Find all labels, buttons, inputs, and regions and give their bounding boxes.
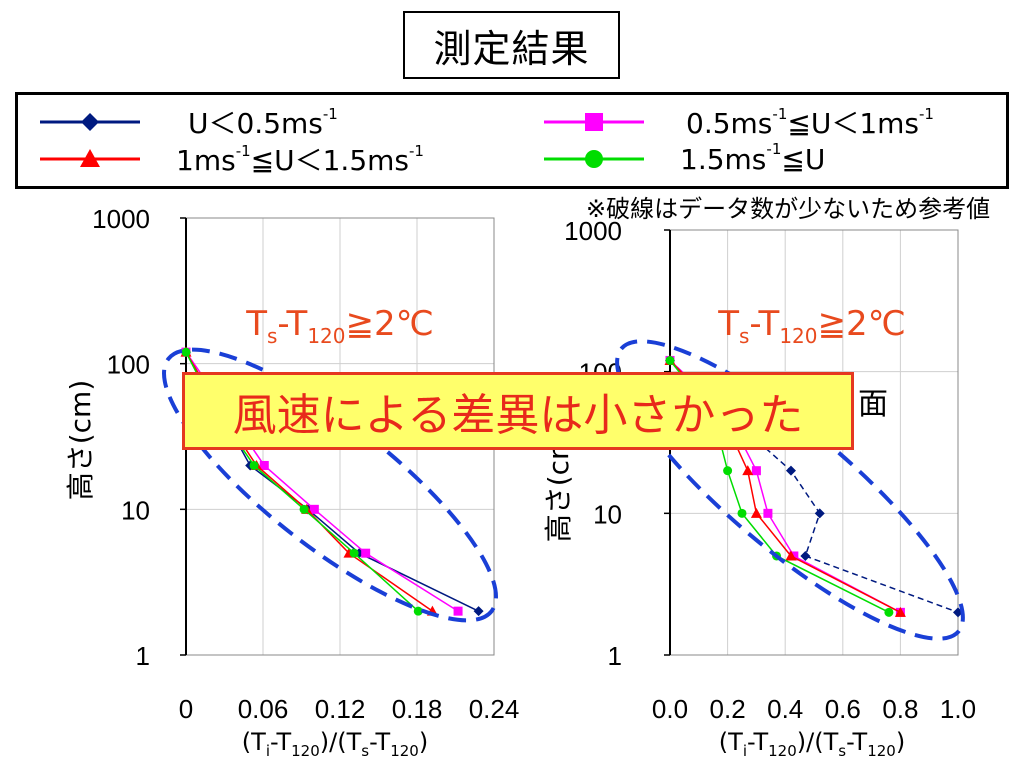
data-point bbox=[473, 606, 484, 617]
highlight-ellipse bbox=[615, 339, 965, 641]
y-tick-label: 100 bbox=[107, 350, 150, 380]
data-point bbox=[814, 508, 825, 519]
y-tick-label: 1000 bbox=[92, 204, 150, 234]
right-chart: 10001001010.00.20.40.60.81.0Ts-T120≧2℃面高… bbox=[542, 216, 976, 760]
data-point bbox=[665, 355, 675, 365]
page-title: 測定結果 bbox=[403, 11, 620, 79]
x-tick-label: 0.2 bbox=[710, 694, 746, 724]
y-tick-label: 1 bbox=[608, 641, 622, 671]
y-tick-label: 1000 bbox=[564, 216, 622, 246]
x-tick-label: 0.18 bbox=[392, 694, 443, 724]
legend-item-u-lt-0-5: U＜0.5ms-1 bbox=[40, 104, 338, 140]
x-tick-label: 1.0 bbox=[940, 694, 976, 724]
left-chart: 1000 100 10 10 0.06 0.12 0.18 0.24 Ts-T120≧2℃ 高さ(… bbox=[64, 204, 520, 760]
legend-item-0-5-to-1: 0.5ms-1≦U＜1ms-1 bbox=[544, 104, 934, 140]
y-tick-label: 10 bbox=[121, 495, 150, 525]
surface-label: 面 bbox=[858, 387, 888, 422]
chart-legend: U＜0.5ms-1 0.5ms-1≦U＜1ms-1 1ms-1≦U＜1.5ms-… bbox=[15, 92, 1009, 189]
data-point bbox=[785, 465, 796, 476]
data-point bbox=[742, 465, 754, 476]
data-point bbox=[894, 606, 906, 617]
x-tick-label: 0.12 bbox=[315, 694, 366, 724]
x-tick-label: 0 bbox=[179, 694, 193, 724]
data-point bbox=[800, 550, 811, 561]
x-tick-label: 0.0 bbox=[652, 694, 688, 724]
condition-label: Ts-T120≧2℃ bbox=[245, 304, 434, 348]
x-axis-label: (Ti-T120)/(Ts-T120) bbox=[242, 728, 428, 760]
reference-note: ※破線はデータ数が少ないため参考値 bbox=[586, 195, 991, 223]
data-point bbox=[884, 607, 894, 617]
legend-marker-square bbox=[544, 113, 644, 131]
x-tick-label: 0.06 bbox=[238, 694, 289, 724]
y-axis-label: 高さ(cm) bbox=[64, 380, 97, 501]
legend-marker-circle bbox=[544, 150, 644, 168]
legend-item-1-5-plus: 1.5ms-1≦U bbox=[544, 140, 826, 176]
legend-item-1-to-1-5: 1ms-1≦U＜1.5ms-1 bbox=[40, 141, 424, 177]
y-tick-label: 1 bbox=[136, 641, 150, 671]
data-point bbox=[751, 466, 761, 476]
x-axis-label: (Ti-T120)/(Ts-T120) bbox=[719, 728, 905, 760]
legend-label: 1.5ms-1≦U bbox=[680, 140, 826, 176]
data-point bbox=[349, 548, 359, 558]
data-point bbox=[413, 606, 423, 616]
x-tick-label: 0.6 bbox=[825, 694, 861, 724]
data-point bbox=[309, 504, 319, 514]
data-point bbox=[453, 606, 463, 616]
x-tick-label: 0.4 bbox=[767, 694, 803, 724]
condition-label: Ts-T120≧2℃ bbox=[717, 304, 906, 348]
legend-label: 0.5ms-1≦U＜1ms-1 bbox=[686, 104, 934, 140]
data-point bbox=[737, 508, 747, 518]
data-point bbox=[259, 460, 269, 470]
legend-label: 1ms-1≦U＜1.5ms-1 bbox=[176, 141, 424, 177]
legend-marker-triangle bbox=[40, 149, 140, 167]
x-tick-label: 0.8 bbox=[882, 694, 918, 724]
data-point bbox=[299, 504, 309, 514]
x-tick-label: 0.24 bbox=[469, 694, 520, 724]
conclusion-banner: 風速による差異は小さかった bbox=[182, 372, 854, 450]
data-point bbox=[181, 347, 191, 357]
data-point bbox=[763, 508, 773, 518]
data-point bbox=[361, 548, 371, 558]
data-point bbox=[750, 507, 762, 518]
data-point bbox=[785, 550, 797, 561]
y-tick-label: 10 bbox=[593, 499, 622, 529]
data-point bbox=[723, 466, 733, 476]
legend-label: U＜0.5ms-1 bbox=[188, 104, 338, 140]
legend-marker-diamond bbox=[40, 113, 140, 131]
data-point bbox=[249, 460, 259, 470]
